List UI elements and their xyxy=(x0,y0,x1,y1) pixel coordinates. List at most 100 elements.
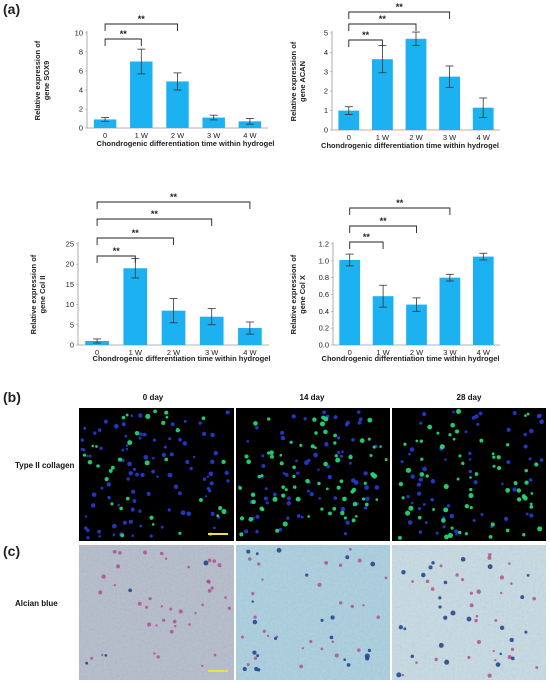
collagen-dot xyxy=(144,460,150,466)
bar-2w xyxy=(405,38,427,130)
bracket-line xyxy=(349,241,384,249)
y-tick-label: 1 xyxy=(324,106,328,115)
bracket-line xyxy=(348,11,451,19)
nucleus-dot xyxy=(446,504,451,508)
significance-bracket: ** xyxy=(96,209,213,226)
matrix-dot xyxy=(460,557,466,562)
bar-0 xyxy=(339,259,361,345)
matrix-dot xyxy=(305,573,309,577)
significance-bracket: ** xyxy=(104,14,178,31)
image-texture xyxy=(392,545,546,680)
x-tick-label: 3 W xyxy=(207,131,221,140)
y-axis-label: Relative expression ofgene Col II xyxy=(29,254,47,334)
collagen-dot xyxy=(323,429,328,435)
collagen-dot xyxy=(524,414,527,417)
type-ii-collagen-images xyxy=(79,408,546,541)
nucleus-dot xyxy=(539,419,544,425)
significance-bracket: ** xyxy=(348,14,417,31)
nucleus-dot xyxy=(226,479,230,483)
collagen-dot xyxy=(505,443,510,447)
collagen-dot xyxy=(266,451,271,455)
nucleus-dot xyxy=(107,495,111,500)
cell-dot xyxy=(178,609,183,614)
nucleus-dot xyxy=(480,513,484,516)
matrix-dot xyxy=(252,619,258,625)
cell-dot xyxy=(207,588,212,593)
collagen-dot xyxy=(239,516,245,521)
x-tick-label: 1 W xyxy=(129,348,143,357)
nucleus-dot xyxy=(343,532,348,536)
nucleus-dot xyxy=(333,496,338,500)
nucleus-dot xyxy=(454,529,459,534)
nucleus-dot xyxy=(358,417,363,422)
nucleus-dot xyxy=(339,454,344,458)
cell-dot xyxy=(469,603,474,608)
bar-2w xyxy=(161,310,186,345)
collagen-dot xyxy=(87,460,93,465)
collagen-dot xyxy=(323,461,328,467)
collagen-dot xyxy=(248,517,254,522)
x-axis-label: Chondrogenic differentiation time within… xyxy=(322,354,500,363)
nucleus-dot xyxy=(264,487,268,491)
nucleus-dot xyxy=(326,464,331,469)
matrix-dot xyxy=(438,642,444,648)
nucleus-dot xyxy=(180,510,186,516)
bracket-line xyxy=(348,23,417,31)
y-axis-label-line2: gene ACAN xyxy=(298,61,307,102)
scale-bar xyxy=(208,670,228,672)
nucleus-dot xyxy=(86,454,89,458)
collagen-dot xyxy=(490,522,495,527)
nucleus-dot xyxy=(127,461,132,467)
collagen-dot xyxy=(529,505,534,509)
cell-dot xyxy=(169,629,174,634)
collagen-dot xyxy=(333,441,337,445)
matrix-dot xyxy=(346,663,351,667)
matrix-dot xyxy=(499,625,505,631)
collagen-dot xyxy=(108,468,113,473)
collagen-dot xyxy=(279,453,283,457)
nucleus-dot xyxy=(296,514,301,518)
nucleus-dot xyxy=(177,491,182,496)
collagen-dot xyxy=(530,492,534,495)
matrix-dot xyxy=(203,560,209,566)
matrix-dot xyxy=(251,600,254,603)
cell-dot xyxy=(100,653,104,657)
y-axis-label-line2: gene Col X xyxy=(298,275,307,314)
significance-label: ** xyxy=(396,198,404,208)
nucleus-dot xyxy=(303,417,307,421)
bracket-line xyxy=(96,237,174,245)
nucleus-dot xyxy=(138,436,142,440)
y-tick-label: 3 xyxy=(324,67,328,76)
collagen-dot xyxy=(164,457,169,462)
y-tick-label: 1.0 xyxy=(319,256,329,265)
collagen-dot xyxy=(492,464,496,468)
nucleus-dot xyxy=(151,456,155,460)
x-tick-label: 3 W xyxy=(205,348,219,357)
collagen-dot xyxy=(164,410,169,415)
y-tick-label: 0.4 xyxy=(319,307,329,316)
collagen-dot xyxy=(198,498,203,503)
collagen-dot xyxy=(364,502,369,507)
collagen-dot xyxy=(121,415,126,420)
bracket-line xyxy=(104,38,142,46)
collagen-dot xyxy=(221,459,226,465)
nucleus-dot xyxy=(478,411,483,416)
collagen-dot xyxy=(110,465,115,470)
significance-bracket: ** xyxy=(348,2,451,19)
panel-label-c: (c) xyxy=(3,543,20,559)
cell-dot xyxy=(145,605,149,609)
y-axis-label: Relative expression ofgene Col X xyxy=(289,254,307,334)
collagen-dot xyxy=(314,446,317,450)
nucleus-dot xyxy=(261,454,265,458)
cell-dot xyxy=(334,653,339,658)
nucleus-dot xyxy=(83,426,87,430)
matrix-dot xyxy=(252,650,257,655)
nucleus-dot xyxy=(99,446,103,451)
collagen-dot xyxy=(352,501,358,507)
cell-dot xyxy=(257,562,261,566)
nucleus-dot xyxy=(337,450,341,454)
collagen-dot xyxy=(145,413,151,420)
collagen-dot xyxy=(127,440,133,446)
collagen-dot xyxy=(267,417,271,421)
collagen-dot xyxy=(355,515,358,518)
